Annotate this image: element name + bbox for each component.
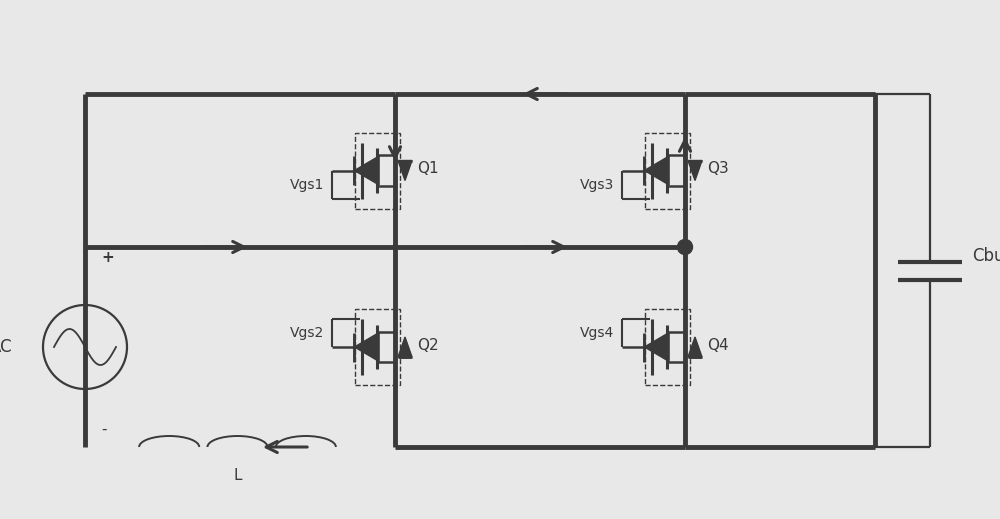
- Polygon shape: [398, 160, 412, 181]
- Text: Vgs3: Vgs3: [580, 177, 614, 192]
- Polygon shape: [398, 337, 412, 357]
- Circle shape: [678, 239, 692, 254]
- Polygon shape: [354, 156, 379, 185]
- Text: -: -: [101, 421, 106, 436]
- Text: Vgs2: Vgs2: [290, 326, 324, 340]
- Text: Cbus: Cbus: [972, 247, 1000, 265]
- Bar: [645, 309, 690, 385]
- Text: AC: AC: [0, 338, 13, 356]
- Bar: [355, 309, 400, 385]
- Polygon shape: [644, 333, 669, 362]
- Polygon shape: [354, 333, 379, 362]
- Text: Q1: Q1: [417, 161, 439, 176]
- Text: L: L: [233, 468, 242, 483]
- Bar: [645, 132, 690, 209]
- Polygon shape: [688, 160, 702, 181]
- Text: +: +: [101, 250, 114, 265]
- Text: Vgs1: Vgs1: [290, 177, 324, 192]
- Text: Vgs4: Vgs4: [580, 326, 614, 340]
- Text: Q4: Q4: [707, 337, 729, 352]
- Text: Q2: Q2: [417, 337, 439, 352]
- Polygon shape: [644, 156, 669, 185]
- Polygon shape: [688, 337, 702, 357]
- Text: Q3: Q3: [707, 161, 729, 176]
- Bar: [355, 132, 400, 209]
